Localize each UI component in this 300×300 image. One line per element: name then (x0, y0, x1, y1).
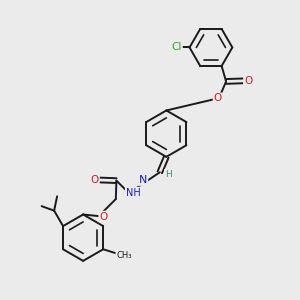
Text: O: O (99, 212, 107, 222)
Text: NH: NH (126, 188, 140, 197)
Text: Cl: Cl (172, 43, 182, 52)
Text: CH₃: CH₃ (116, 251, 132, 260)
Text: O: O (91, 175, 99, 185)
Text: N: N (139, 175, 147, 185)
Text: O: O (214, 93, 222, 103)
Text: O: O (244, 76, 252, 86)
Text: H: H (165, 169, 172, 178)
